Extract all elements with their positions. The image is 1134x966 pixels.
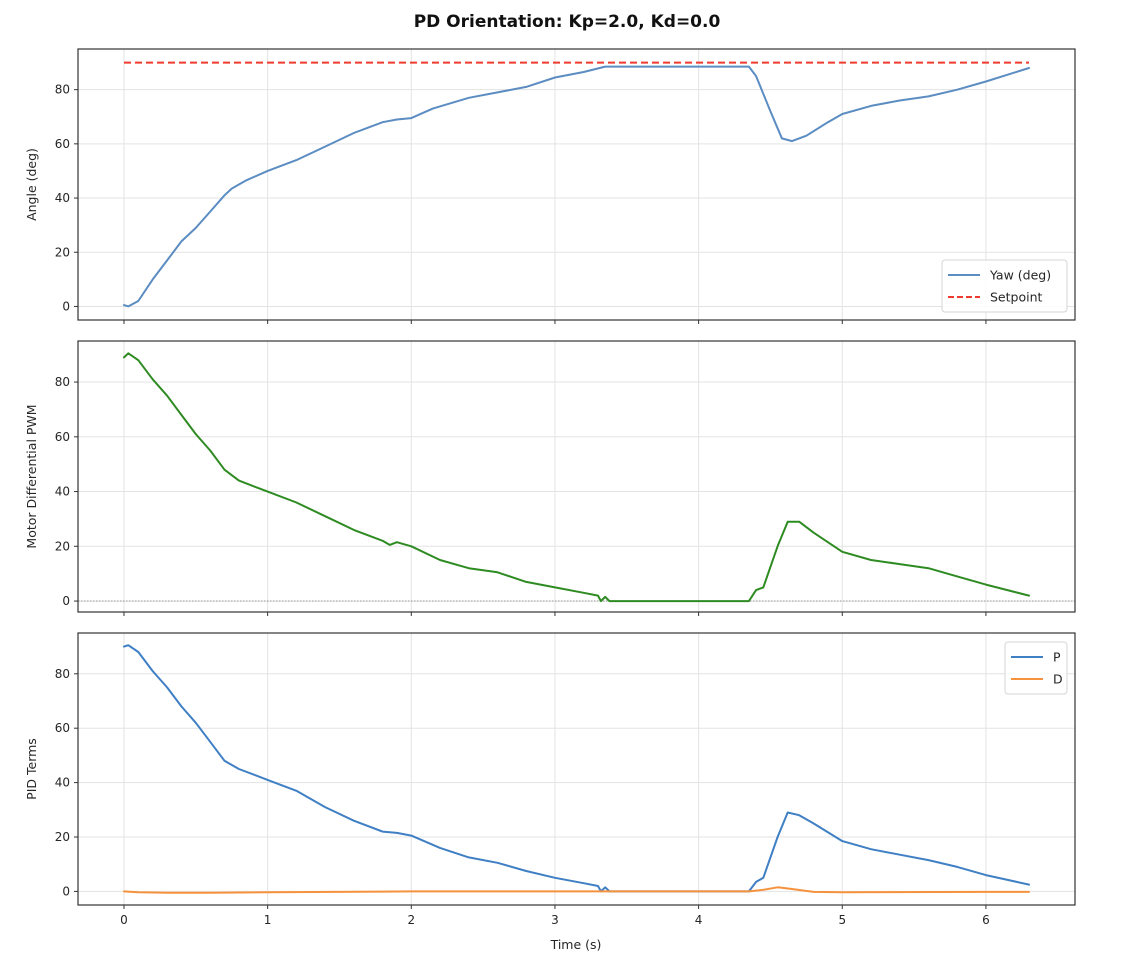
y-tick-label: 0 [62, 594, 70, 608]
panel-motor-pwm: 0 20 40 60 80 Motor Differential PWM [24, 340, 1076, 616]
plot-area [78, 633, 1075, 905]
plot-area [78, 341, 1075, 612]
y-axis-label: Angle (deg) [24, 148, 39, 221]
plot-area [78, 49, 1075, 320]
axes-frame [77, 48, 1076, 321]
y-tick-label: 60 [55, 430, 70, 444]
panel-pid-terms: 0 20 40 60 80 0 1 2 3 4 5 6 PID Terms PD [24, 632, 1076, 927]
legend-label: Setpoint [990, 290, 1043, 305]
y-tick-label: 40 [55, 485, 70, 499]
figure-title: PD Orientation: Kp=2.0, Kd=0.0 [413, 12, 721, 32]
y-tick-label: 20 [55, 830, 70, 844]
series-d [123, 886, 1030, 894]
y-tick-label: 0 [62, 299, 70, 313]
y-tick-label: 20 [55, 539, 70, 553]
y-tick-label: 60 [55, 137, 70, 151]
legend-label: Yaw (deg) [989, 268, 1051, 283]
legend-label: P [1053, 650, 1061, 665]
axes-frame [77, 340, 1076, 613]
x-tick-label: 5 [838, 913, 846, 927]
y-axis-label: PID Terms [24, 738, 39, 800]
series-yaw-deg [123, 65, 1030, 308]
y-tick-label: 80 [55, 83, 70, 97]
legend: Yaw (deg) Setpoint [941, 259, 1068, 313]
x-tick-label: 6 [982, 913, 990, 927]
y-tick-label: 20 [55, 245, 70, 259]
x-tick-label: 3 [551, 913, 559, 927]
x-tick-label: 4 [695, 913, 703, 927]
y-tick-label: 40 [55, 776, 70, 790]
x-tick-label: 1 [264, 913, 272, 927]
series-motor-differential-pwm [123, 352, 1030, 603]
y-tick-label: 80 [55, 375, 70, 389]
axes-frame [77, 632, 1076, 906]
y-tick-label: 0 [62, 884, 70, 898]
legend: PD [1004, 641, 1068, 695]
series-p [123, 644, 1030, 893]
y-tick-label: 80 [55, 667, 70, 681]
grid-lines [78, 49, 1075, 320]
legend-label: D [1053, 672, 1063, 687]
y-tick-label: 60 [55, 721, 70, 735]
y-axis-label: Motor Differential PWM [24, 404, 39, 548]
panel-angle: 0 20 40 60 80 Angle (deg) Yaw (deg) Setpoint [24, 48, 1076, 324]
x-axis-label: Time (s) [550, 937, 602, 952]
x-tick-label: 0 [120, 913, 128, 927]
y-tick-label: 40 [55, 191, 70, 205]
x-tick-label: 2 [407, 913, 415, 927]
